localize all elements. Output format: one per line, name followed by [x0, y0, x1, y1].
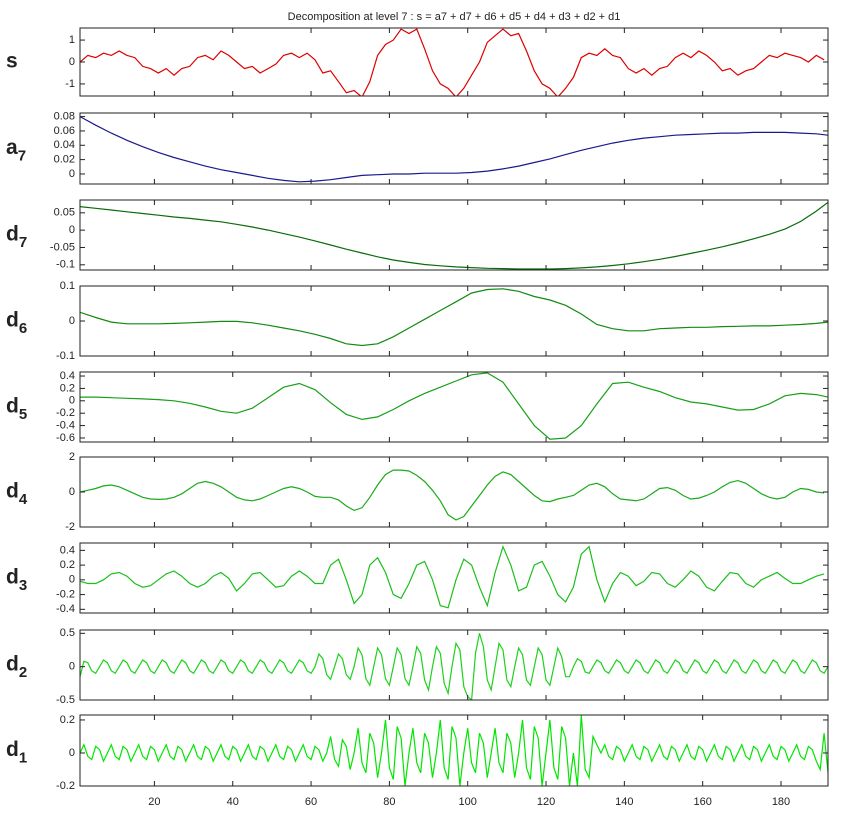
y-axis-label: s: [6, 50, 18, 73]
y-tick-label: 0.08: [54, 110, 75, 122]
x-tick-label: 40: [227, 796, 239, 808]
y-tick-label: -0.4: [56, 419, 75, 431]
y-tick-label: 0.4: [60, 370, 75, 382]
y-tick-label: -0.05: [50, 241, 75, 253]
y-tick-label: -0.4: [56, 603, 75, 615]
y-tick-label: 0.2: [60, 714, 75, 726]
signal-line: [80, 116, 828, 183]
x-tick-label: 80: [383, 796, 395, 808]
y-tick-label: 0.05: [54, 207, 75, 219]
y-tick-label: 0.04: [54, 139, 75, 151]
signal-line: [80, 372, 828, 440]
axes-box: [79, 714, 829, 787]
axes-box: [79, 112, 829, 185]
y-tick-label: -0.2: [56, 588, 75, 600]
figure-title: Decomposition at level 7 : s = a7 + d7 +…: [288, 11, 621, 23]
y-tick-label: 0.2: [60, 382, 75, 394]
y-tick-label: 0: [69, 747, 75, 759]
y-tick-label: -0.2: [56, 407, 75, 419]
y-tick-label: 1: [69, 34, 75, 46]
signal-line: [80, 28, 825, 96]
y-tick-label: 2: [69, 451, 75, 463]
y-tick-label: -0.6: [56, 432, 75, 444]
x-tick-label: 20: [148, 796, 160, 808]
y-tick-label: 0: [69, 168, 75, 180]
y-tick-label: 0: [69, 56, 75, 68]
signal-line: [80, 544, 825, 609]
y-tick-label: 0.06: [54, 125, 75, 137]
signal-line: [80, 469, 825, 521]
axes-box: [79, 199, 829, 271]
x-tick-label: 160: [694, 796, 712, 808]
y-tick-label: 0.4: [60, 544, 75, 556]
y-tick-label: -0.1: [56, 259, 75, 271]
x-tick-label: 60: [305, 796, 317, 808]
y-tick-label: 0: [69, 395, 75, 407]
y-tick-label: 0: [69, 574, 75, 586]
axes-box: [79, 542, 829, 614]
x-tick-label: 100: [459, 796, 477, 808]
y-tick-label: -0.2: [56, 780, 75, 792]
axes-box: [79, 629, 829, 701]
signal-line: [80, 288, 828, 347]
y-tick-label: -1: [65, 78, 75, 90]
y-tick-label: -0.1: [56, 350, 75, 362]
y-tick-label: -0.5: [56, 694, 75, 706]
y-tick-label: 0: [69, 315, 75, 327]
y-tick-label: 0.5: [60, 627, 75, 639]
signal-line: [80, 715, 828, 786]
y-tick-label: 0.02: [54, 154, 75, 166]
x-tick-label: 180: [772, 796, 790, 808]
signal-line: [80, 201, 828, 270]
signal-line: [80, 633, 828, 700]
x-tick-label: 120: [537, 796, 555, 808]
x-tick-label: 140: [615, 796, 633, 808]
axes-box: [79, 371, 829, 443]
y-tick-label: 0.2: [60, 559, 75, 571]
y-tick-label: 0.1: [60, 280, 75, 292]
y-tick-label: 0: [69, 661, 75, 673]
y-tick-label: 0: [69, 486, 75, 498]
y-tick-label: -2: [65, 521, 75, 533]
y-tick-label: 0: [69, 224, 75, 236]
